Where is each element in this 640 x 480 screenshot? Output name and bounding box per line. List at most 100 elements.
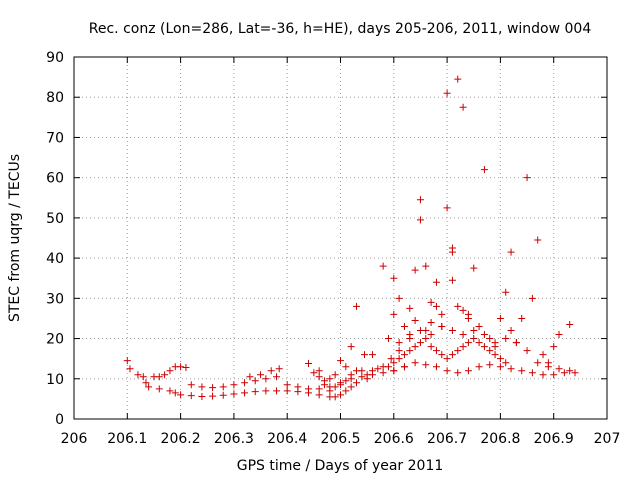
data-point <box>475 363 483 371</box>
data-point <box>502 359 510 367</box>
data-point <box>448 248 456 256</box>
data-point <box>352 302 360 310</box>
data-point <box>427 318 435 326</box>
data-point <box>275 365 283 373</box>
data-point <box>443 355 451 363</box>
data-point <box>246 373 254 381</box>
data-point <box>321 381 329 389</box>
y-tick-label: 10 <box>46 372 64 388</box>
data-point <box>523 347 531 355</box>
data-point <box>273 387 281 395</box>
data-point <box>427 343 435 351</box>
data-point <box>123 357 131 365</box>
data-point <box>416 216 424 224</box>
data-points <box>123 75 579 401</box>
data-point <box>411 359 419 367</box>
y-tick-label: 70 <box>46 130 64 146</box>
data-point <box>491 339 499 347</box>
data-point <box>390 310 398 318</box>
data-point <box>528 369 536 377</box>
data-point <box>305 385 313 393</box>
data-point <box>566 320 574 328</box>
y-tick-label: 0 <box>55 412 64 428</box>
x-tick-label: 206.4 <box>267 431 307 447</box>
data-point <box>544 363 552 371</box>
data-point <box>315 391 323 399</box>
data-point <box>480 331 488 339</box>
data-point <box>486 335 494 343</box>
data-point <box>384 335 392 343</box>
data-point <box>166 387 174 395</box>
data-point <box>400 322 408 330</box>
data-point <box>326 387 334 395</box>
data-point <box>400 363 408 371</box>
data-point <box>480 166 488 174</box>
data-point <box>337 357 344 365</box>
data-point <box>406 304 414 312</box>
data-point <box>427 298 435 306</box>
data-point <box>507 365 515 373</box>
data-point <box>523 174 531 182</box>
data-point <box>454 369 462 377</box>
data-point <box>518 314 526 322</box>
data-point <box>459 331 467 339</box>
data-point <box>374 365 382 373</box>
data-point <box>534 359 542 367</box>
grid-lines <box>74 57 607 419</box>
data-point <box>502 335 510 343</box>
data-point <box>454 347 462 355</box>
x-tick-label: 206.6 <box>374 431 414 447</box>
data-point <box>230 381 238 389</box>
data-point <box>566 367 574 375</box>
data-point <box>315 367 323 375</box>
data-point <box>464 314 472 322</box>
data-point <box>454 75 462 83</box>
data-point <box>347 371 355 379</box>
data-point <box>358 373 366 381</box>
data-point <box>475 322 483 330</box>
data-point <box>555 331 563 339</box>
data-point <box>337 381 344 389</box>
data-point <box>486 361 494 369</box>
data-point <box>305 359 313 367</box>
data-point <box>384 363 392 371</box>
data-point <box>432 302 440 310</box>
data-point <box>459 306 467 314</box>
data-point <box>187 392 195 400</box>
data-point <box>464 367 472 375</box>
x-tick-label: 207 <box>594 431 621 447</box>
data-point <box>219 383 227 391</box>
data-point <box>390 274 398 282</box>
data-point <box>337 391 344 399</box>
data-point <box>571 369 579 377</box>
x-tick-labels: 206 206.1 206.2 206.3 206.4 206.5 206.6 206.7 20… <box>61 431 621 447</box>
data-point <box>416 327 424 335</box>
x-axis-title: GPS time / Days of year 2011 <box>237 458 444 474</box>
x-tick-label: 206.5 <box>320 431 360 447</box>
data-point <box>155 373 163 381</box>
data-point <box>363 371 371 379</box>
data-point <box>539 371 547 379</box>
y-tick-label: 30 <box>46 291 64 307</box>
data-point <box>459 103 467 111</box>
data-point <box>387 355 395 363</box>
data-point <box>262 387 270 395</box>
data-point <box>406 335 414 343</box>
data-point <box>342 387 350 395</box>
data-point <box>241 389 249 397</box>
data-point <box>416 339 424 347</box>
data-point <box>464 339 472 347</box>
x-tick-label: 206.3 <box>214 431 254 447</box>
data-point <box>443 89 451 97</box>
data-point <box>241 379 249 387</box>
data-point <box>171 389 179 397</box>
data-point <box>395 294 403 302</box>
data-point <box>534 236 542 244</box>
data-point <box>251 377 259 385</box>
data-point <box>177 363 185 371</box>
y-tick-label: 50 <box>46 211 64 227</box>
data-point <box>251 388 259 396</box>
data-point <box>342 377 350 385</box>
data-point <box>422 335 430 343</box>
